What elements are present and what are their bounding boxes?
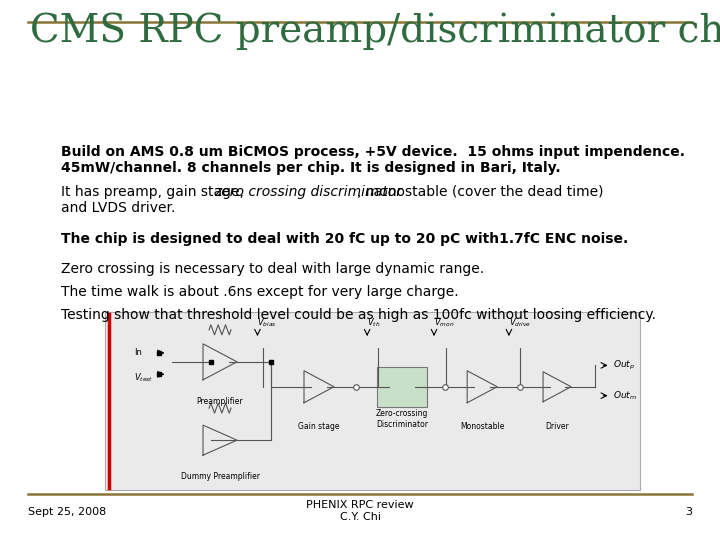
Text: Zero-crossing
Discriminator: Zero-crossing Discriminator xyxy=(376,409,428,429)
Text: $Out_p$: $Out_p$ xyxy=(613,359,634,372)
Text: The time walk is about .6ns except for very large charge.: The time walk is about .6ns except for v… xyxy=(61,285,459,299)
Text: Preamplifier: Preamplifier xyxy=(197,397,243,407)
Text: Driver: Driver xyxy=(545,422,569,431)
Text: Monostable: Monostable xyxy=(460,422,505,431)
Text: The chip is designed to deal with 20 fC up to 20 pC with1.7fC ENC noise.: The chip is designed to deal with 20 fC … xyxy=(61,232,629,246)
Text: Build on AMS 0.8 um BiCMOS process, +5V device.  15 ohms input impendence.: Build on AMS 0.8 um BiCMOS process, +5V … xyxy=(61,145,685,159)
Text: $V_{test}$: $V_{test}$ xyxy=(135,372,153,384)
Text: Sept 25, 2008: Sept 25, 2008 xyxy=(28,507,107,517)
Text: 45mW/channel. 8 channels per chip. It is designed in Bari, Italy.: 45mW/channel. 8 channels per chip. It is… xyxy=(61,161,561,175)
Text: CMS RPC preamp/discriminator chip: CMS RPC preamp/discriminator chip xyxy=(30,12,720,50)
Text: 3: 3 xyxy=(685,507,692,517)
Text: $Out_m$: $Out_m$ xyxy=(613,389,636,402)
Text: $V_{mon}$: $V_{mon}$ xyxy=(434,316,454,329)
Text: Dummy Preamplifier: Dummy Preamplifier xyxy=(181,472,259,481)
Bar xyxy=(377,367,427,407)
Text: and LVDS driver.: and LVDS driver. xyxy=(61,201,176,215)
Text: , monostable (cover the dead time): , monostable (cover the dead time) xyxy=(357,185,603,199)
Text: In: In xyxy=(135,348,143,357)
Text: $V_{th}$: $V_{th}$ xyxy=(367,316,380,329)
Text: $V_{drive}$: $V_{drive}$ xyxy=(509,316,531,329)
Text: $V_{bias}$: $V_{bias}$ xyxy=(258,316,277,329)
Text: PHENIX RPC review: PHENIX RPC review xyxy=(306,500,414,510)
Text: It has preamp, gain stage,: It has preamp, gain stage, xyxy=(61,185,248,199)
Text: C.Y. Chi: C.Y. Chi xyxy=(340,512,380,522)
Text: Zero crossing is necessary to deal with large dynamic range.: Zero crossing is necessary to deal with … xyxy=(61,262,485,276)
Text: Gain stage: Gain stage xyxy=(298,422,340,431)
Bar xyxy=(105,312,640,490)
Text: Testing show that threshold level could be as high as 100fc without loosing effi: Testing show that threshold level could … xyxy=(61,308,656,322)
Text: zero crossing discriminator: zero crossing discriminator xyxy=(215,185,402,199)
